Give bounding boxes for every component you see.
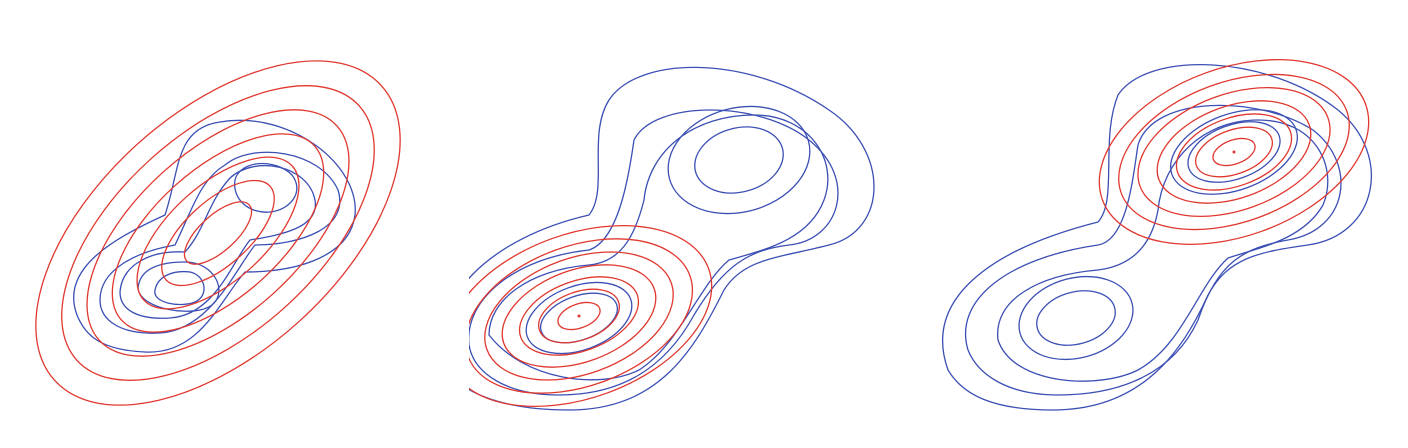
target-contours — [469, 66, 875, 411]
target-contour-6 — [154, 270, 205, 306]
target-contour-5 — [234, 162, 298, 213]
approx-contour-2 — [1118, 73, 1350, 231]
target-contour-5 — [694, 126, 784, 194]
target-contour-5 — [1036, 290, 1116, 346]
approximation-contours — [469, 224, 713, 408]
approx-contour-6 — [538, 288, 620, 344]
target-contour-4 — [1018, 275, 1134, 361]
approx-contour-6 — [161, 179, 275, 287]
approx-contour-7 — [1212, 137, 1256, 167]
approx-contour-5 — [1175, 113, 1293, 191]
target-contour-1 — [73, 119, 356, 353]
target-contour-7 — [1187, 121, 1281, 183]
approx-contour-3 — [484, 251, 674, 381]
approx-contour-4 — [501, 264, 657, 368]
approximation-contours — [35, 60, 401, 406]
target-contour-2 — [469, 109, 839, 396]
target-contour-3 — [488, 114, 829, 381]
approx-center-dot — [1232, 150, 1236, 154]
approx-contour-3 — [1137, 87, 1331, 217]
approx-contour-6 — [1195, 126, 1273, 178]
target-contour-1 — [942, 64, 1373, 411]
approx-contour-1 — [1098, 59, 1370, 245]
target-contour-6 — [1169, 109, 1299, 195]
approximation-contours — [1098, 59, 1370, 245]
approx-contour-1 — [469, 224, 713, 408]
panel-lower-mode-plot — [469, 66, 875, 411]
target-contours — [942, 64, 1373, 411]
panel-lower-mode — [469, 0, 938, 448]
approx-contour-5 — [518, 276, 640, 356]
panel-upper-mode — [938, 0, 1407, 448]
panel-moment-matching — [0, 0, 469, 448]
target-contour-1 — [469, 66, 875, 411]
target-contour-2 — [965, 104, 1342, 396]
panel-moment-matching-plot — [35, 60, 401, 406]
panel-upper-mode-plot — [942, 59, 1373, 411]
target-contour-2 — [99, 151, 341, 334]
target-contour-4 — [667, 105, 811, 215]
target-contour-4 — [137, 261, 220, 312]
approx-contour-7 — [557, 301, 601, 331]
approx-contour-5 — [136, 156, 300, 310]
approx-contour-4 — [111, 133, 325, 333]
approx-center-dot — [577, 314, 581, 318]
target-contour-7 — [540, 292, 618, 344]
approx-contour-3 — [86, 109, 350, 357]
approx-contour-2 — [61, 85, 375, 381]
target-contour-3 — [997, 119, 1329, 382]
approx-contour-4 — [1156, 100, 1312, 204]
approx-contour-2 — [469, 238, 694, 394]
target-contour-6 — [525, 281, 633, 355]
target-contours — [73, 119, 356, 353]
approx-contour-7 — [183, 201, 253, 265]
approx-contour-1 — [35, 60, 401, 406]
